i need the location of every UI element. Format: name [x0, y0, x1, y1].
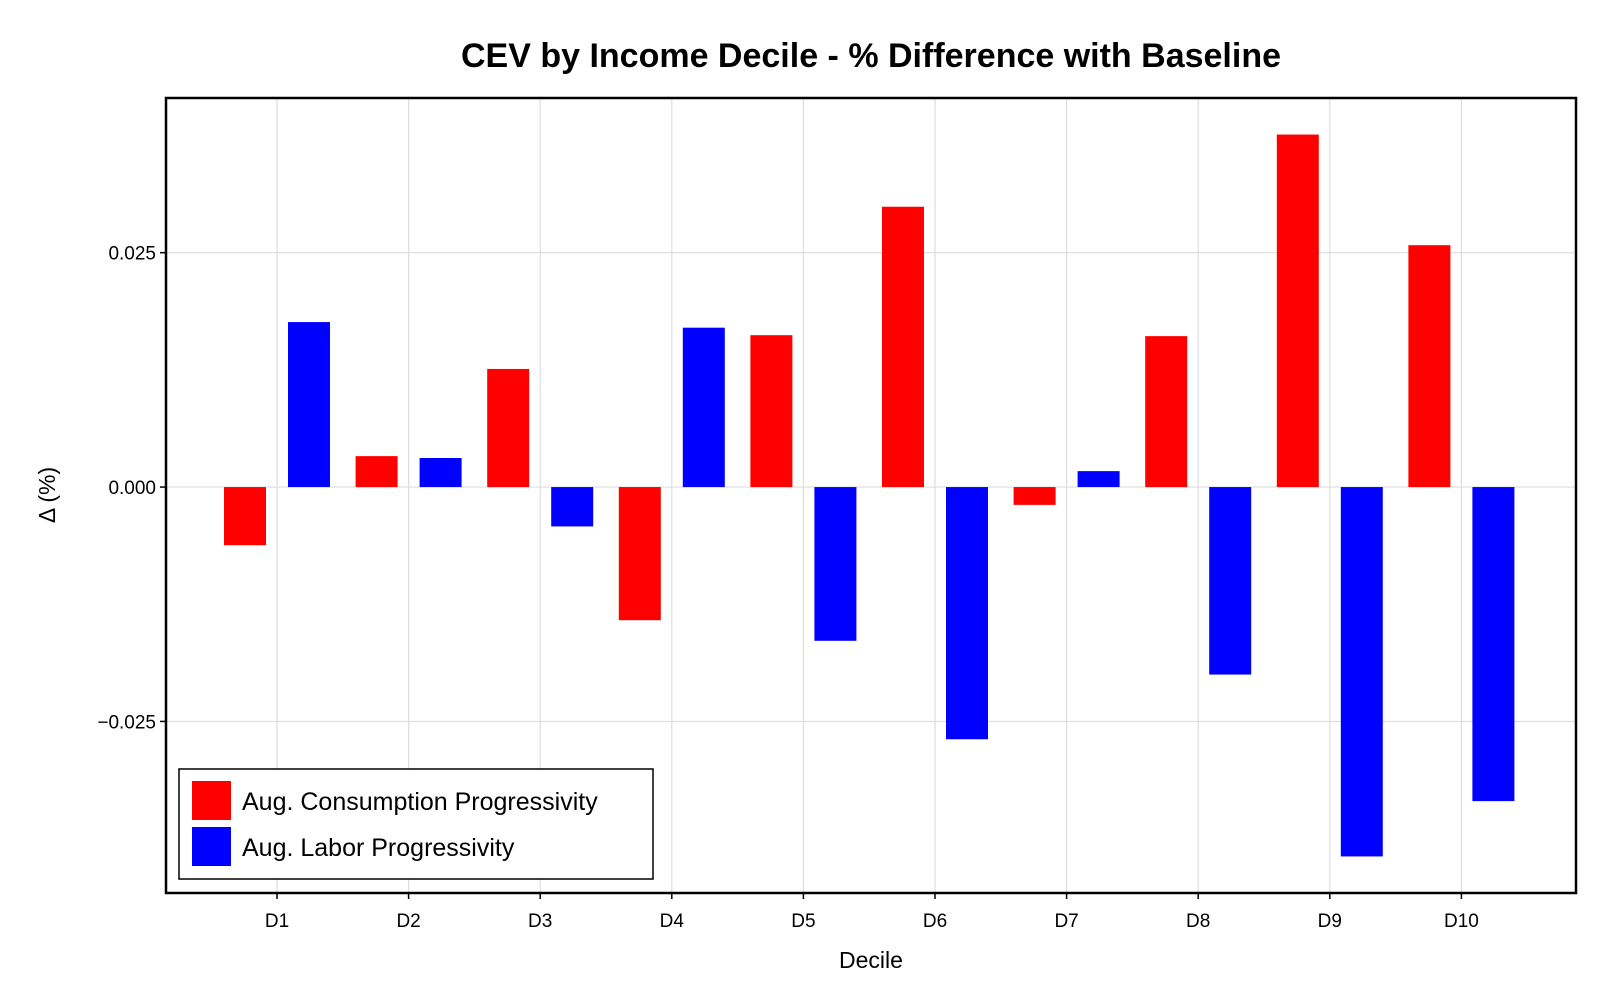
legend: Aug. Consumption Progressivity Aug. Labor…	[178, 768, 654, 880]
labor-bar-d5	[814, 487, 857, 641]
labor-bar-d1	[288, 322, 330, 488]
chart-title: CEV by Income Decile - % Difference with…	[461, 37, 1281, 75]
labor-bar-d9	[1340, 487, 1383, 857]
grid-lines	[166, 98, 1576, 893]
consumption-bar-d2	[355, 456, 398, 488]
x-axis-ticks: D1 D2 D3 D4 D5 D6 D7 D8 D9 D10	[265, 893, 1479, 932]
consumption-bar-d4	[618, 487, 661, 621]
consumption-bar-d10	[1408, 245, 1451, 488]
x-tick-label: D2	[396, 911, 420, 932]
x-tick-label: D7	[1054, 911, 1078, 932]
labor-bar-d7	[1077, 471, 1120, 488]
legend-label: Aug. Labor Progressivity	[242, 834, 515, 862]
x-tick-label: D10	[1444, 911, 1479, 932]
labor-bar-d8	[1209, 487, 1252, 675]
legend-box	[178, 768, 654, 880]
bars	[224, 134, 1515, 857]
legend-swatch	[192, 781, 231, 820]
y-tick-label: −0.025	[97, 712, 156, 733]
x-tick-label: D5	[791, 911, 815, 932]
consumption-bar-d7	[1013, 487, 1056, 505]
labor-bar-d6	[946, 487, 988, 740]
consumption-bar-d3	[487, 368, 530, 488]
y-axis-ticks: −0.025 0.000 0.025	[97, 244, 166, 733]
y-axis-label: Δ (%)	[34, 467, 60, 523]
labor-bar-d2	[419, 458, 462, 488]
consumption-bar-d5	[750, 335, 793, 488]
labor-bar-d4	[682, 327, 725, 488]
labor-bar-d3	[551, 487, 594, 527]
y-tick-label: 0.025	[108, 244, 156, 265]
x-tick-label: D1	[265, 911, 289, 932]
consumption-bar-d8	[1145, 336, 1188, 488]
x-tick-label: D3	[528, 911, 552, 932]
x-tick-label: D6	[923, 911, 947, 932]
labor-bar-d10	[1472, 487, 1515, 802]
x-axis-label: Decile	[839, 947, 903, 973]
x-tick-label: D4	[660, 911, 685, 932]
legend-label: Aug. Consumption Progressivity	[242, 788, 598, 816]
plot-frame	[164, 96, 1578, 895]
consumption-bar-d6	[882, 206, 924, 488]
x-tick-label: D9	[1318, 911, 1342, 932]
consumption-bar-d1	[224, 487, 266, 546]
y-tick-label: 0.000	[108, 478, 156, 499]
legend-swatch	[192, 827, 231, 866]
consumption-bar-d9	[1276, 134, 1319, 488]
x-tick-label: D8	[1186, 911, 1210, 932]
